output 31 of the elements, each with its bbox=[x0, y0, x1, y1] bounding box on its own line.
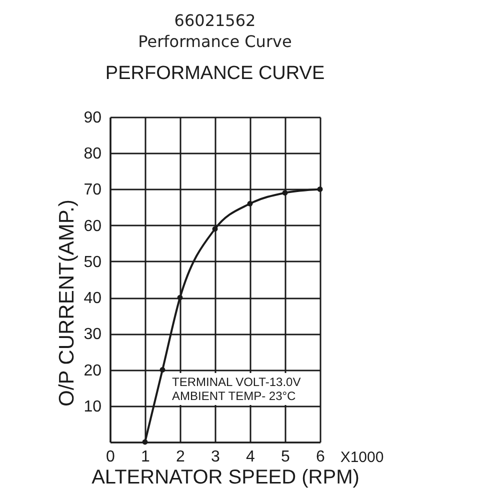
x-tick-label: 1 bbox=[141, 448, 150, 466]
y-tick-label: 40 bbox=[84, 290, 102, 308]
point bbox=[142, 439, 148, 445]
point bbox=[212, 226, 218, 232]
text: X1000 bbox=[340, 449, 384, 466]
x-tick-label: 0 bbox=[106, 448, 116, 466]
x-tick-label: 5 bbox=[281, 448, 290, 466]
y-tick-label: 60 bbox=[84, 218, 102, 235]
chart-subtitle: Performance Curve bbox=[138, 32, 292, 51]
point bbox=[317, 186, 323, 192]
y-axis-title: O/P CURRENT(AMP.) bbox=[56, 200, 79, 406]
x-tick-label: 4 bbox=[246, 448, 256, 466]
x-tick-label: 2 bbox=[176, 448, 186, 466]
x-tick-label: 3 bbox=[211, 448, 220, 466]
y-tick-label: 70 bbox=[84, 182, 102, 199]
y-tick-label: 50 bbox=[84, 254, 102, 271]
x-axis-title: ALTERNATOR SPEED (RPM) bbox=[92, 466, 360, 488]
y-tick-label: 80 bbox=[84, 146, 102, 163]
text: PERFORMANCE CURVE bbox=[105, 63, 325, 84]
x-tick-label: 6 bbox=[316, 448, 326, 466]
chart-title: 66021562 bbox=[174, 11, 256, 30]
point bbox=[160, 367, 166, 373]
y-tick-label: 30 bbox=[84, 326, 102, 344]
y-tick-label: 90 bbox=[84, 110, 102, 126]
annotation: AMBIENT TEMP- 23°C bbox=[172, 389, 296, 403]
y-tick-label: 10 bbox=[84, 398, 102, 416]
point bbox=[247, 200, 253, 206]
y-tick-label: 20 bbox=[84, 362, 102, 380]
point bbox=[177, 294, 183, 300]
point bbox=[282, 190, 288, 196]
annotation: TERMINAL VOLT-13.0V bbox=[172, 375, 301, 389]
